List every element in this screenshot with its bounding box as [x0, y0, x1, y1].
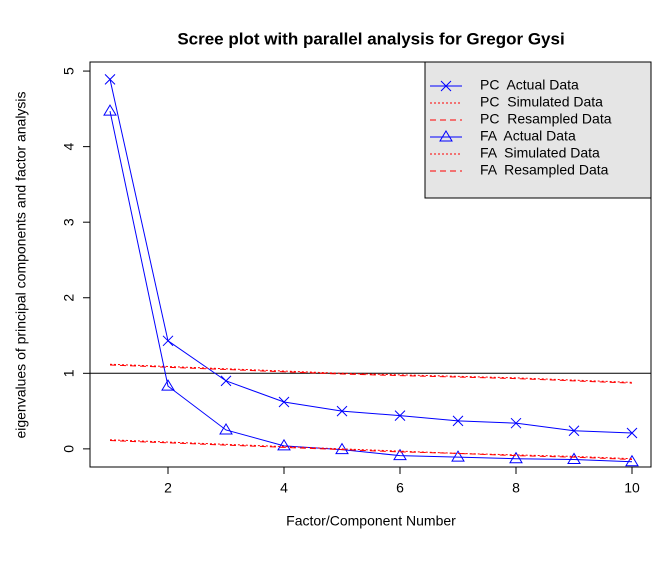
y-tick-label: 4: [61, 143, 77, 151]
marker-x: [626, 427, 638, 439]
marker-x: [336, 405, 348, 417]
series-line: [109, 79, 633, 434]
y-tick-label: 5: [61, 67, 77, 75]
x-tick-label: 10: [624, 480, 640, 496]
plot-frame: [89, 61, 652, 468]
marker-triangle: [567, 452, 581, 464]
marker-x: [510, 417, 522, 429]
y-axis-label: eigenvalues of principal components and …: [13, 91, 29, 438]
x-axis-label: Factor/Component Number: [286, 513, 456, 529]
marker-triangle: [509, 451, 523, 464]
series-line: [109, 364, 633, 384]
series-line: [109, 439, 633, 460]
y-tick-label: 1: [61, 369, 77, 377]
legend-box: [424, 61, 652, 199]
legend-label: FA Resampled Data: [480, 162, 609, 178]
y-tick-label: 2: [61, 294, 77, 302]
series-line: [109, 363, 633, 383]
marker-x: [452, 415, 464, 427]
marker-triangle: [451, 450, 465, 462]
marker-x: [440, 80, 452, 92]
marker-triangle: [219, 423, 233, 435]
series-line: [109, 111, 633, 463]
legend-label: PC Actual Data: [480, 77, 579, 93]
x-tick-label: 2: [164, 480, 172, 496]
series-line: [109, 440, 633, 460]
marker-x: [394, 410, 406, 421]
legend-label: FA Simulated Data: [480, 145, 600, 161]
legend-label: PC Simulated Data: [480, 94, 603, 110]
marker-triangle: [161, 379, 175, 391]
marker-x: [568, 425, 580, 437]
marker-x: [104, 74, 116, 85]
legend-label: PC Resampled Data: [480, 111, 612, 127]
marker-triangle: [103, 104, 117, 116]
y-tick-label: 3: [61, 218, 77, 226]
chart-title: Scree plot with parallel analysis for Gr…: [177, 29, 564, 48]
x-tick-label: 6: [396, 480, 404, 496]
x-tick-label: 4: [280, 480, 288, 496]
marker-triangle: [439, 130, 453, 142]
marker-x: [220, 375, 232, 387]
x-tick-label: 8: [512, 480, 520, 496]
marker-x: [162, 335, 174, 347]
y-tick-label: 0: [61, 445, 77, 453]
legend-label: FA Actual Data: [480, 128, 576, 144]
marker-triangle: [277, 438, 291, 451]
marker-triangle: [393, 448, 407, 461]
marker-triangle: [625, 454, 639, 467]
marker-x: [278, 396, 290, 408]
